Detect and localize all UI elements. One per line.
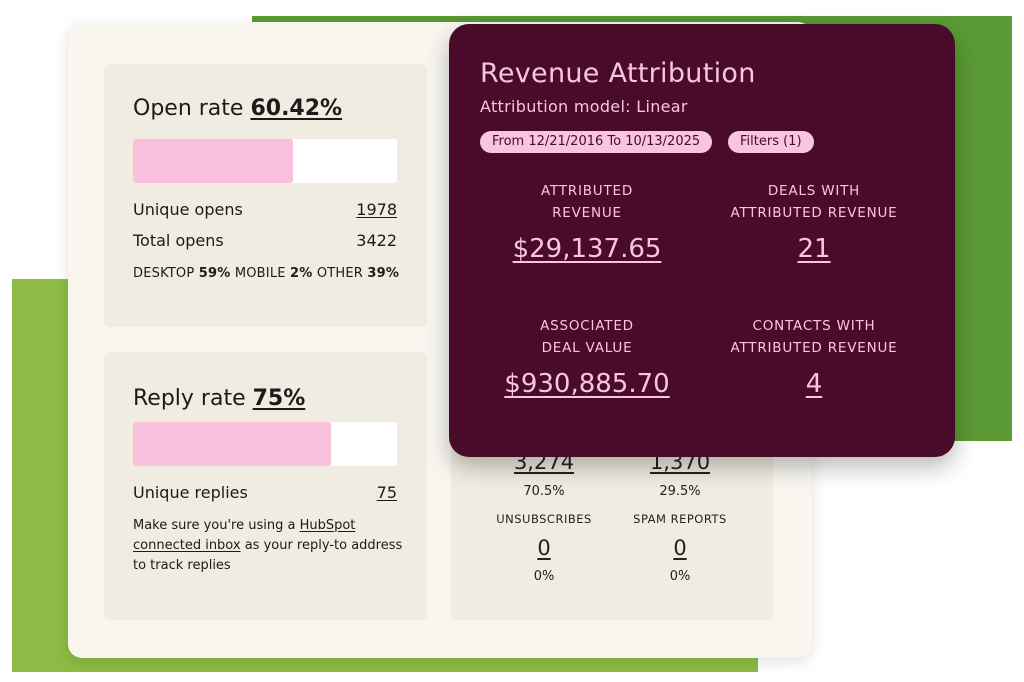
device-desktop-value: 59%	[198, 266, 231, 281]
stat-2-percent: 29.5%	[659, 484, 701, 499]
stat-column-2: 1,370 29.5% SPAM REPORTS 0 0%	[615, 450, 745, 584]
spam-reports-label: SPAM REPORTS	[633, 512, 727, 526]
unsubscribes-value[interactable]: 0	[537, 536, 551, 560]
unique-replies-label: Unique replies	[133, 483, 248, 502]
kpi-attributed-revenue: ATTRIBUTED REVENUE $29,137.65	[462, 180, 712, 264]
kpi-contacts-label-2: ATTRIBUTED REVENUE	[730, 340, 898, 356]
stat-1-percent: 70.5%	[523, 484, 565, 499]
kpi-deals-label-2: ATTRIBUTED REVENUE	[730, 205, 898, 221]
device-other-label: OTHER	[316, 266, 364, 281]
kpi-deals-value[interactable]: 21	[797, 234, 831, 264]
unique-opens-value[interactable]: 1978	[356, 200, 397, 219]
open-rate-bar	[133, 139, 397, 183]
kpi-deals-with-attributed-revenue: DEALS WITH ATTRIBUTED REVENUE 21	[689, 180, 939, 264]
device-other-value: 39%	[367, 266, 400, 281]
reply-rate-card	[104, 352, 427, 620]
reply-rate-label: Reply rate	[133, 386, 246, 411]
total-opens-label: Total opens	[133, 231, 224, 250]
open-rate-heading: Open rate 60.42%	[133, 96, 342, 121]
kpi-attributed-revenue-label-1: ATTRIBUTED	[540, 183, 634, 199]
stat-column-1: 3,274 70.5% UNSUBSCRIBES 0 0%	[479, 450, 609, 584]
device-breakdown: DESKTOP 59% MOBILE 2% OTHER 39%	[133, 266, 399, 281]
kpi-deals-label-1: DEALS WITH	[767, 183, 861, 199]
spam-reports-percent: 0%	[669, 569, 691, 584]
kpi-associated-deal-label-2: DEAL VALUE	[541, 340, 633, 356]
kpi-associated-deal-label-1: ASSOCIATED	[540, 318, 634, 334]
reply-rate-bar-fill	[133, 422, 331, 466]
device-desktop-label: DESKTOP	[133, 266, 195, 281]
reply-rate-value[interactable]: 75%	[252, 386, 306, 411]
revenue-attribution-card: Revenue Attribution Attribution model: L…	[449, 24, 955, 457]
open-rate-bar-fill	[133, 139, 293, 183]
kpi-associated-deal-value-amount[interactable]: $930,885.70	[504, 369, 670, 399]
filters-pill[interactable]: Filters (1)	[728, 131, 814, 153]
open-rate-label: Open rate	[133, 96, 244, 121]
unique-opens-label: Unique opens	[133, 200, 243, 219]
unsubscribes-percent: 0%	[533, 569, 555, 584]
spam-reports-value[interactable]: 0	[673, 536, 687, 560]
reply-rate-heading: Reply rate 75%	[133, 386, 305, 411]
connected-inbox-link[interactable]: HubSpot connected inbox	[133, 518, 356, 553]
attribution-model-label: Attribution model: Linear	[480, 97, 688, 116]
kpi-attributed-revenue-label-2: REVENUE	[552, 205, 622, 221]
unsubscribes-label: UNSUBSCRIBES	[496, 512, 592, 526]
kpi-associated-deal-value: ASSOCIATED DEAL VALUE $930,885.70	[462, 315, 712, 399]
kpi-contacts-value[interactable]: 4	[805, 369, 823, 399]
note-text-post: as your reply-to address to track replie…	[133, 538, 403, 573]
note-text-pre: Make sure you're using a	[133, 518, 300, 533]
reply-rate-bar	[133, 422, 397, 466]
kpi-contacts-with-attributed-revenue: CONTACTS WITH ATTRIBUTED REVENUE 4	[689, 315, 939, 399]
revenue-attribution-title: Revenue Attribution	[480, 58, 756, 89]
device-mobile-label: MOBILE	[234, 266, 286, 281]
total-opens-value: 3422	[356, 231, 397, 250]
device-mobile-value: 2%	[290, 266, 313, 281]
unique-replies-value[interactable]: 75	[376, 483, 397, 502]
open-rate-card	[104, 64, 427, 327]
reply-tracking-note: Make sure you're using a HubSpot connect…	[133, 516, 413, 576]
date-range-filter-pill[interactable]: From 12/21/2016 To 10/13/2025	[480, 131, 713, 153]
open-rate-value[interactable]: 60.42%	[250, 96, 343, 121]
kpi-attributed-revenue-value[interactable]: $29,137.65	[512, 234, 662, 264]
kpi-contacts-label-1: CONTACTS WITH	[752, 318, 876, 334]
